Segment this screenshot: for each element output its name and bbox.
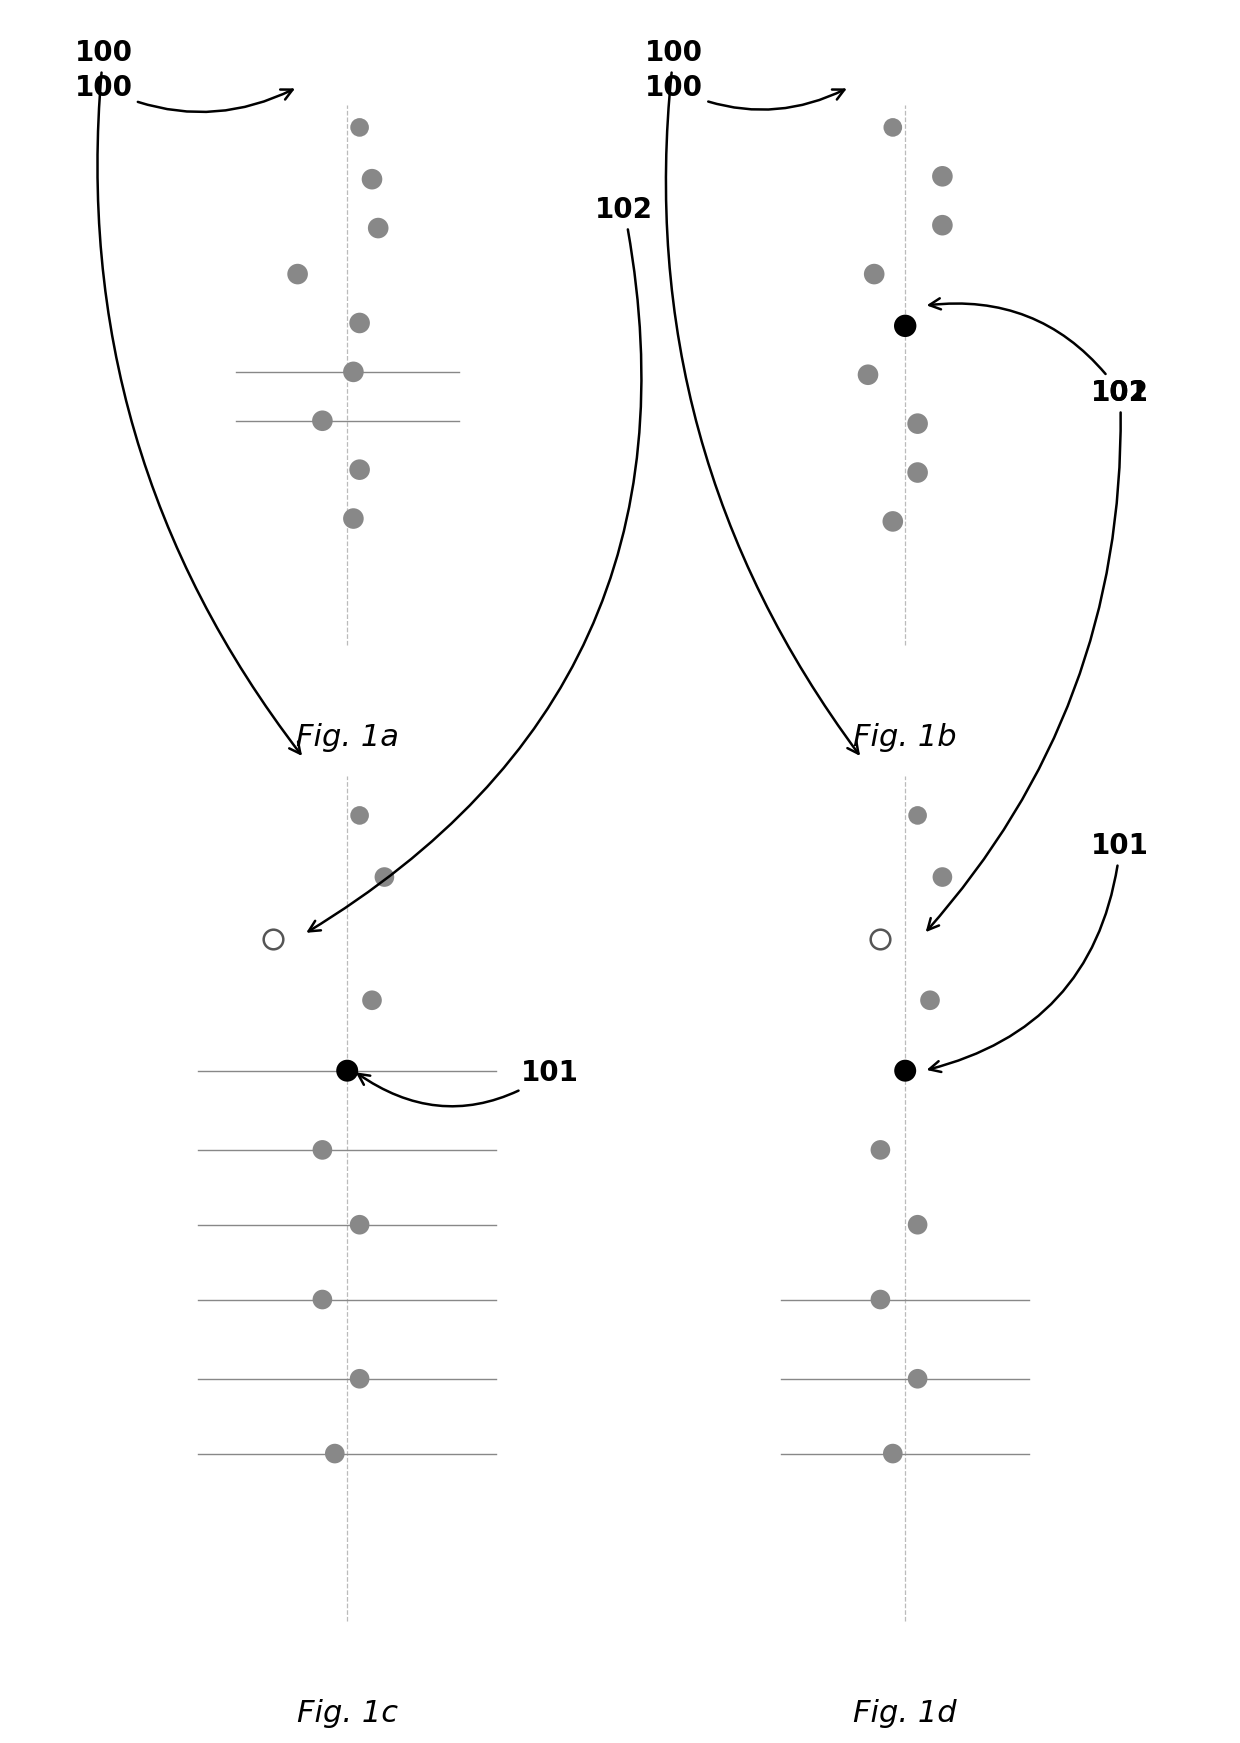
Point (883, 1440, 903, 1468)
Point (870, 926, 890, 953)
Point (337, 1056, 357, 1084)
Point (870, 1286, 890, 1314)
Point (312, 1136, 332, 1164)
Point (374, 863, 394, 891)
Point (895, 312, 915, 340)
Text: 101: 101 (929, 831, 1149, 1072)
Point (920, 987, 940, 1014)
Text: Fig. 1a: Fig. 1a (295, 723, 399, 753)
Point (368, 214, 388, 242)
Point (350, 309, 370, 336)
Point (908, 1365, 928, 1393)
Point (362, 987, 382, 1014)
Point (288, 260, 308, 288)
Text: 102: 102 (309, 195, 653, 931)
Text: 100: 100 (74, 38, 300, 753)
Point (343, 505, 363, 533)
Point (908, 1211, 928, 1239)
Text: 101: 101 (358, 1058, 579, 1107)
Point (932, 863, 952, 891)
Point (350, 1365, 370, 1393)
Point (870, 1136, 890, 1164)
Point (883, 507, 903, 535)
Point (350, 802, 370, 830)
Point (908, 410, 928, 437)
Text: Fig. 1c: Fig. 1c (296, 1699, 398, 1729)
Point (932, 211, 952, 239)
Point (263, 926, 283, 953)
Point (932, 162, 952, 190)
Point (325, 1440, 345, 1468)
Text: 100: 100 (74, 73, 293, 112)
Text: 100: 100 (645, 73, 844, 110)
Point (908, 802, 928, 830)
Text: Fig. 1d: Fig. 1d (853, 1699, 957, 1729)
Text: Fig. 1b: Fig. 1b (853, 723, 957, 753)
Point (858, 361, 878, 389)
Point (350, 1211, 370, 1239)
Text: 101: 101 (929, 298, 1149, 406)
Point (864, 260, 884, 288)
Point (350, 455, 370, 483)
Point (895, 1056, 915, 1084)
Point (908, 458, 928, 486)
Text: 102: 102 (928, 378, 1149, 931)
Point (350, 113, 370, 141)
Point (883, 113, 903, 141)
Point (312, 1286, 332, 1314)
Point (312, 406, 332, 434)
Point (343, 357, 363, 385)
Point (362, 166, 382, 193)
Text: 100: 100 (645, 38, 858, 753)
